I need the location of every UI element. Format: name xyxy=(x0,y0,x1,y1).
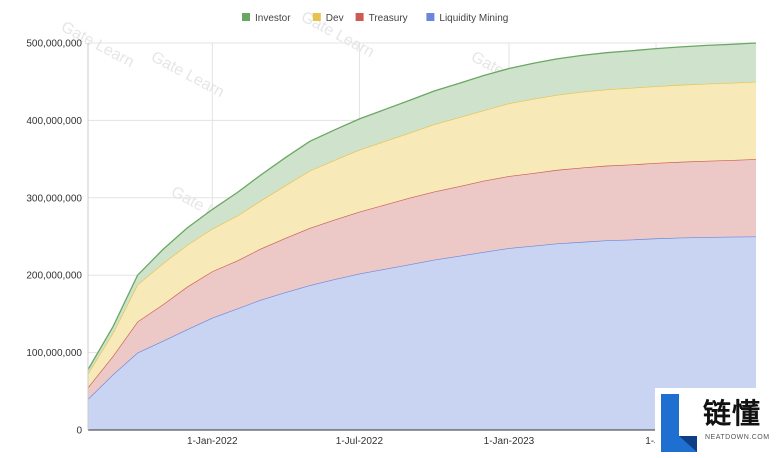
y-tick-label: 300,000,000 xyxy=(26,193,82,204)
area-dev xyxy=(88,81,756,388)
x-tick-label: 1-Jan-2022 xyxy=(187,436,238,447)
x-tick-label: 1-Jul-2022 xyxy=(336,436,384,447)
y-axis-tick-labels: 0 100,000,000 200,000,000 300,000,000 400,00… xyxy=(26,39,82,437)
legend-label-investor: Investor xyxy=(255,13,291,24)
logo-text-en: NEATDOWN.COM xyxy=(705,434,770,441)
y-tick-label: 0 xyxy=(76,426,82,437)
neatdown-logo: 链懂 NEATDOWN.COM xyxy=(655,388,776,458)
legend-swatch-investor xyxy=(242,13,250,21)
logo-l-icon xyxy=(661,394,697,452)
legend-swatch-liquidity-mining xyxy=(426,13,435,21)
legend-label-dev: Dev xyxy=(326,13,344,24)
area-liquidity-mining xyxy=(88,236,756,430)
y-tick-label: 100,000,000 xyxy=(26,348,82,359)
legend: Investor Dev Treasury Liquidity Mining xyxy=(242,13,508,24)
y-tick-label: 200,000,000 xyxy=(26,271,82,282)
y-tick-label: 400,000,000 xyxy=(26,116,82,127)
legend-swatch-treasury xyxy=(355,13,364,21)
area-series-layer xyxy=(87,42,757,430)
area-investor xyxy=(88,43,756,374)
legend-label-liquidity-mining: Liquidity Mining xyxy=(439,13,508,24)
legend-swatch-dev xyxy=(312,13,321,21)
legend-label-treasury: Treasury xyxy=(369,13,408,24)
logo-text-cn: 链懂 xyxy=(703,397,762,430)
watermark-text: Gate Learn xyxy=(148,49,227,102)
line-investor xyxy=(87,42,757,370)
area-treasury xyxy=(88,159,756,400)
x-tick-label: 1-Jan-2023 xyxy=(484,436,535,447)
y-tick-label: 500,000,000 xyxy=(26,39,82,50)
axes xyxy=(87,43,756,431)
